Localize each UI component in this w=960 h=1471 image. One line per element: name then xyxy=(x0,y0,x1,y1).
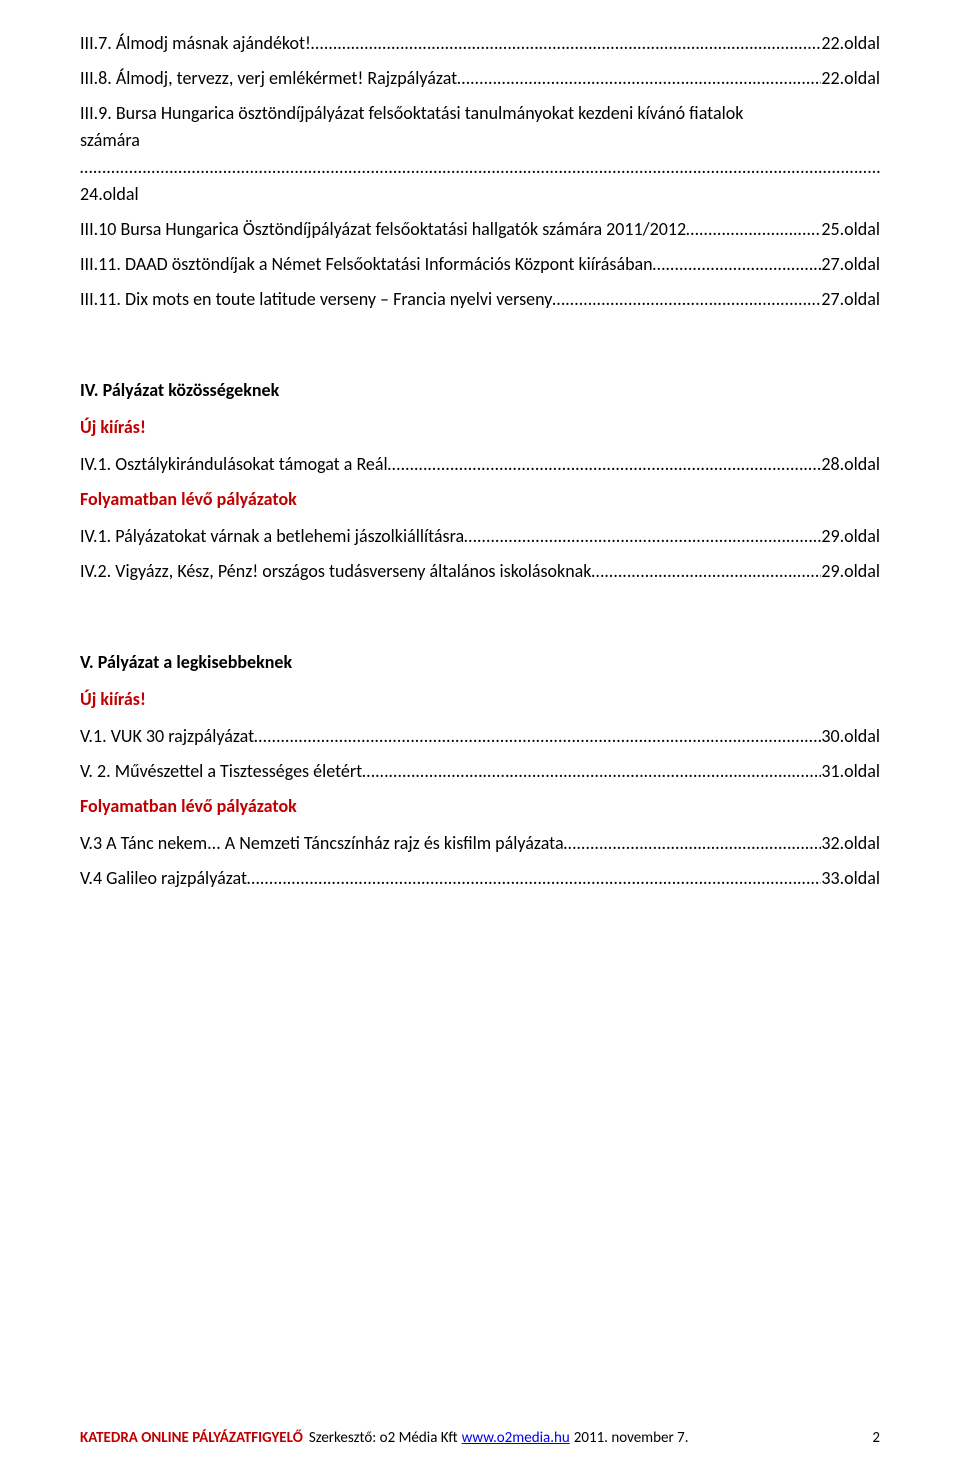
toc-entry: III.8. Álmodj, tervezz, verj emlékérmet!… xyxy=(80,65,880,92)
toc-label: V. 2. Művészettel a Tisztességes életért xyxy=(80,758,362,785)
toc-entry: III.10 Bursa Hungarica Ösztöndíjpályázat… xyxy=(80,216,880,243)
toc-page: 27.oldal xyxy=(821,251,880,278)
toc-leader-dots xyxy=(464,523,821,550)
footer-link[interactable]: www.o2media.hu xyxy=(462,1429,570,1447)
toc-page: 28.oldal xyxy=(821,451,880,478)
toc-leader-dots xyxy=(254,723,821,750)
toc-label: IV.2. Vigyázz, Kész, Pénz! országos tudá… xyxy=(80,558,592,585)
footer-date: 2011. november 7. xyxy=(574,1429,689,1447)
toc-leader-dots xyxy=(686,216,821,243)
toc-leader-dots xyxy=(362,758,821,785)
new-announcement-label: Új kiírás! xyxy=(80,686,880,713)
document-page: III.7. Álmodj másnak ajándékot! 22.oldal… xyxy=(0,0,960,892)
toc-page: 32.oldal xyxy=(821,830,880,857)
toc-entry: IV.2. Vigyázz, Kész, Pénz! országos tudá… xyxy=(80,558,880,585)
toc-label: III.7. Álmodj másnak ajándékot! xyxy=(80,30,311,57)
toc-label: számára xyxy=(80,127,140,154)
page-footer: KATEDRA ONLINE PÁLYÁZATFIGYELŐ Szerkeszt… xyxy=(80,1429,880,1447)
toc-label: V.1. VUK 30 rajzpályázat xyxy=(80,723,254,750)
toc-leader-dots xyxy=(592,558,822,585)
toc-leader-dots xyxy=(457,65,821,92)
toc-entry: V.4 Galileo rajzpályázat 33.oldal xyxy=(80,865,880,892)
section-heading-iv: IV. Pályázat közösségeknek xyxy=(80,377,880,404)
toc-page: 27.oldal xyxy=(821,286,880,313)
toc-leader-dots xyxy=(311,30,821,57)
toc-label: III.10 Bursa Hungarica Ösztöndíjpályázat… xyxy=(80,216,686,243)
toc-entry: IV.1. Pályázatokat várnak a betlehemi já… xyxy=(80,523,880,550)
new-announcement-label: Új kiírás! xyxy=(80,414,880,441)
toc-entry: III.7. Álmodj másnak ajándékot! 22.oldal xyxy=(80,30,880,57)
toc-leader-dots xyxy=(80,154,880,181)
toc-page: 30.oldal xyxy=(821,723,880,750)
toc-page: 29.oldal xyxy=(821,523,880,550)
toc-label: III.9. Bursa Hungarica ösztöndíjpályázat… xyxy=(80,100,880,127)
section-heading-v: V. Pályázat a legkisebbeknek xyxy=(80,649,880,676)
toc-entry: IV.1. Osztálykirándulásokat támogat a Re… xyxy=(80,451,880,478)
toc-leader-dots xyxy=(653,251,822,278)
ongoing-label: Folyamatban lévő pályázatok xyxy=(80,793,880,820)
toc-label: V.3 A Tánc nekem... A Nemzeti Táncszínhá… xyxy=(80,830,564,857)
toc-label: III.8. Álmodj, tervezz, verj emlékérmet!… xyxy=(80,65,457,92)
toc-label: IV.1. Osztálykirándulásokat támogat a Re… xyxy=(80,451,388,478)
toc-leader-dots xyxy=(552,286,821,313)
toc-entry: V.1. VUK 30 rajzpályázat 30.oldal xyxy=(80,723,880,750)
toc-entry: V. 2. Művészettel a Tisztességes életért… xyxy=(80,758,880,785)
toc-label: III.11. Dix mots en toute latitude verse… xyxy=(80,286,552,313)
toc-page: 25.oldal xyxy=(821,216,880,243)
toc-label: IV.1. Pályázatokat várnak a betlehemi já… xyxy=(80,523,464,550)
footer-editor: Szerkesztő: o2 Média Kft xyxy=(309,1429,458,1447)
toc-leader-dots xyxy=(564,830,822,857)
toc-page: 22.oldal xyxy=(821,30,880,57)
toc-leader-dots xyxy=(247,865,821,892)
ongoing-label: Folyamatban lévő pályázatok xyxy=(80,486,880,513)
toc-page: 24.oldal xyxy=(80,181,139,208)
toc-entry: III.11. DAAD ösztöndíjak a Német Felsőok… xyxy=(80,251,880,278)
toc-page: 33.oldal xyxy=(821,865,880,892)
footer-title: KATEDRA ONLINE PÁLYÁZATFIGYELŐ xyxy=(80,1429,303,1447)
toc-page: 31.oldal xyxy=(821,758,880,785)
footer-page-number: 2 xyxy=(872,1429,880,1447)
toc-leader-dots xyxy=(388,451,822,478)
toc-label: III.11. DAAD ösztöndíjak a Német Felsőok… xyxy=(80,251,653,278)
toc-entry: III.9. Bursa Hungarica ösztöndíjpályázat… xyxy=(80,100,880,208)
toc-entry: V.3 A Tánc nekem... A Nemzeti Táncszínhá… xyxy=(80,830,880,857)
toc-page: 22.oldal xyxy=(821,65,880,92)
toc-label: V.4 Galileo rajzpályázat xyxy=(80,865,247,892)
toc-entry: III.11. Dix mots en toute latitude verse… xyxy=(80,286,880,313)
toc-page: 29.oldal xyxy=(821,558,880,585)
